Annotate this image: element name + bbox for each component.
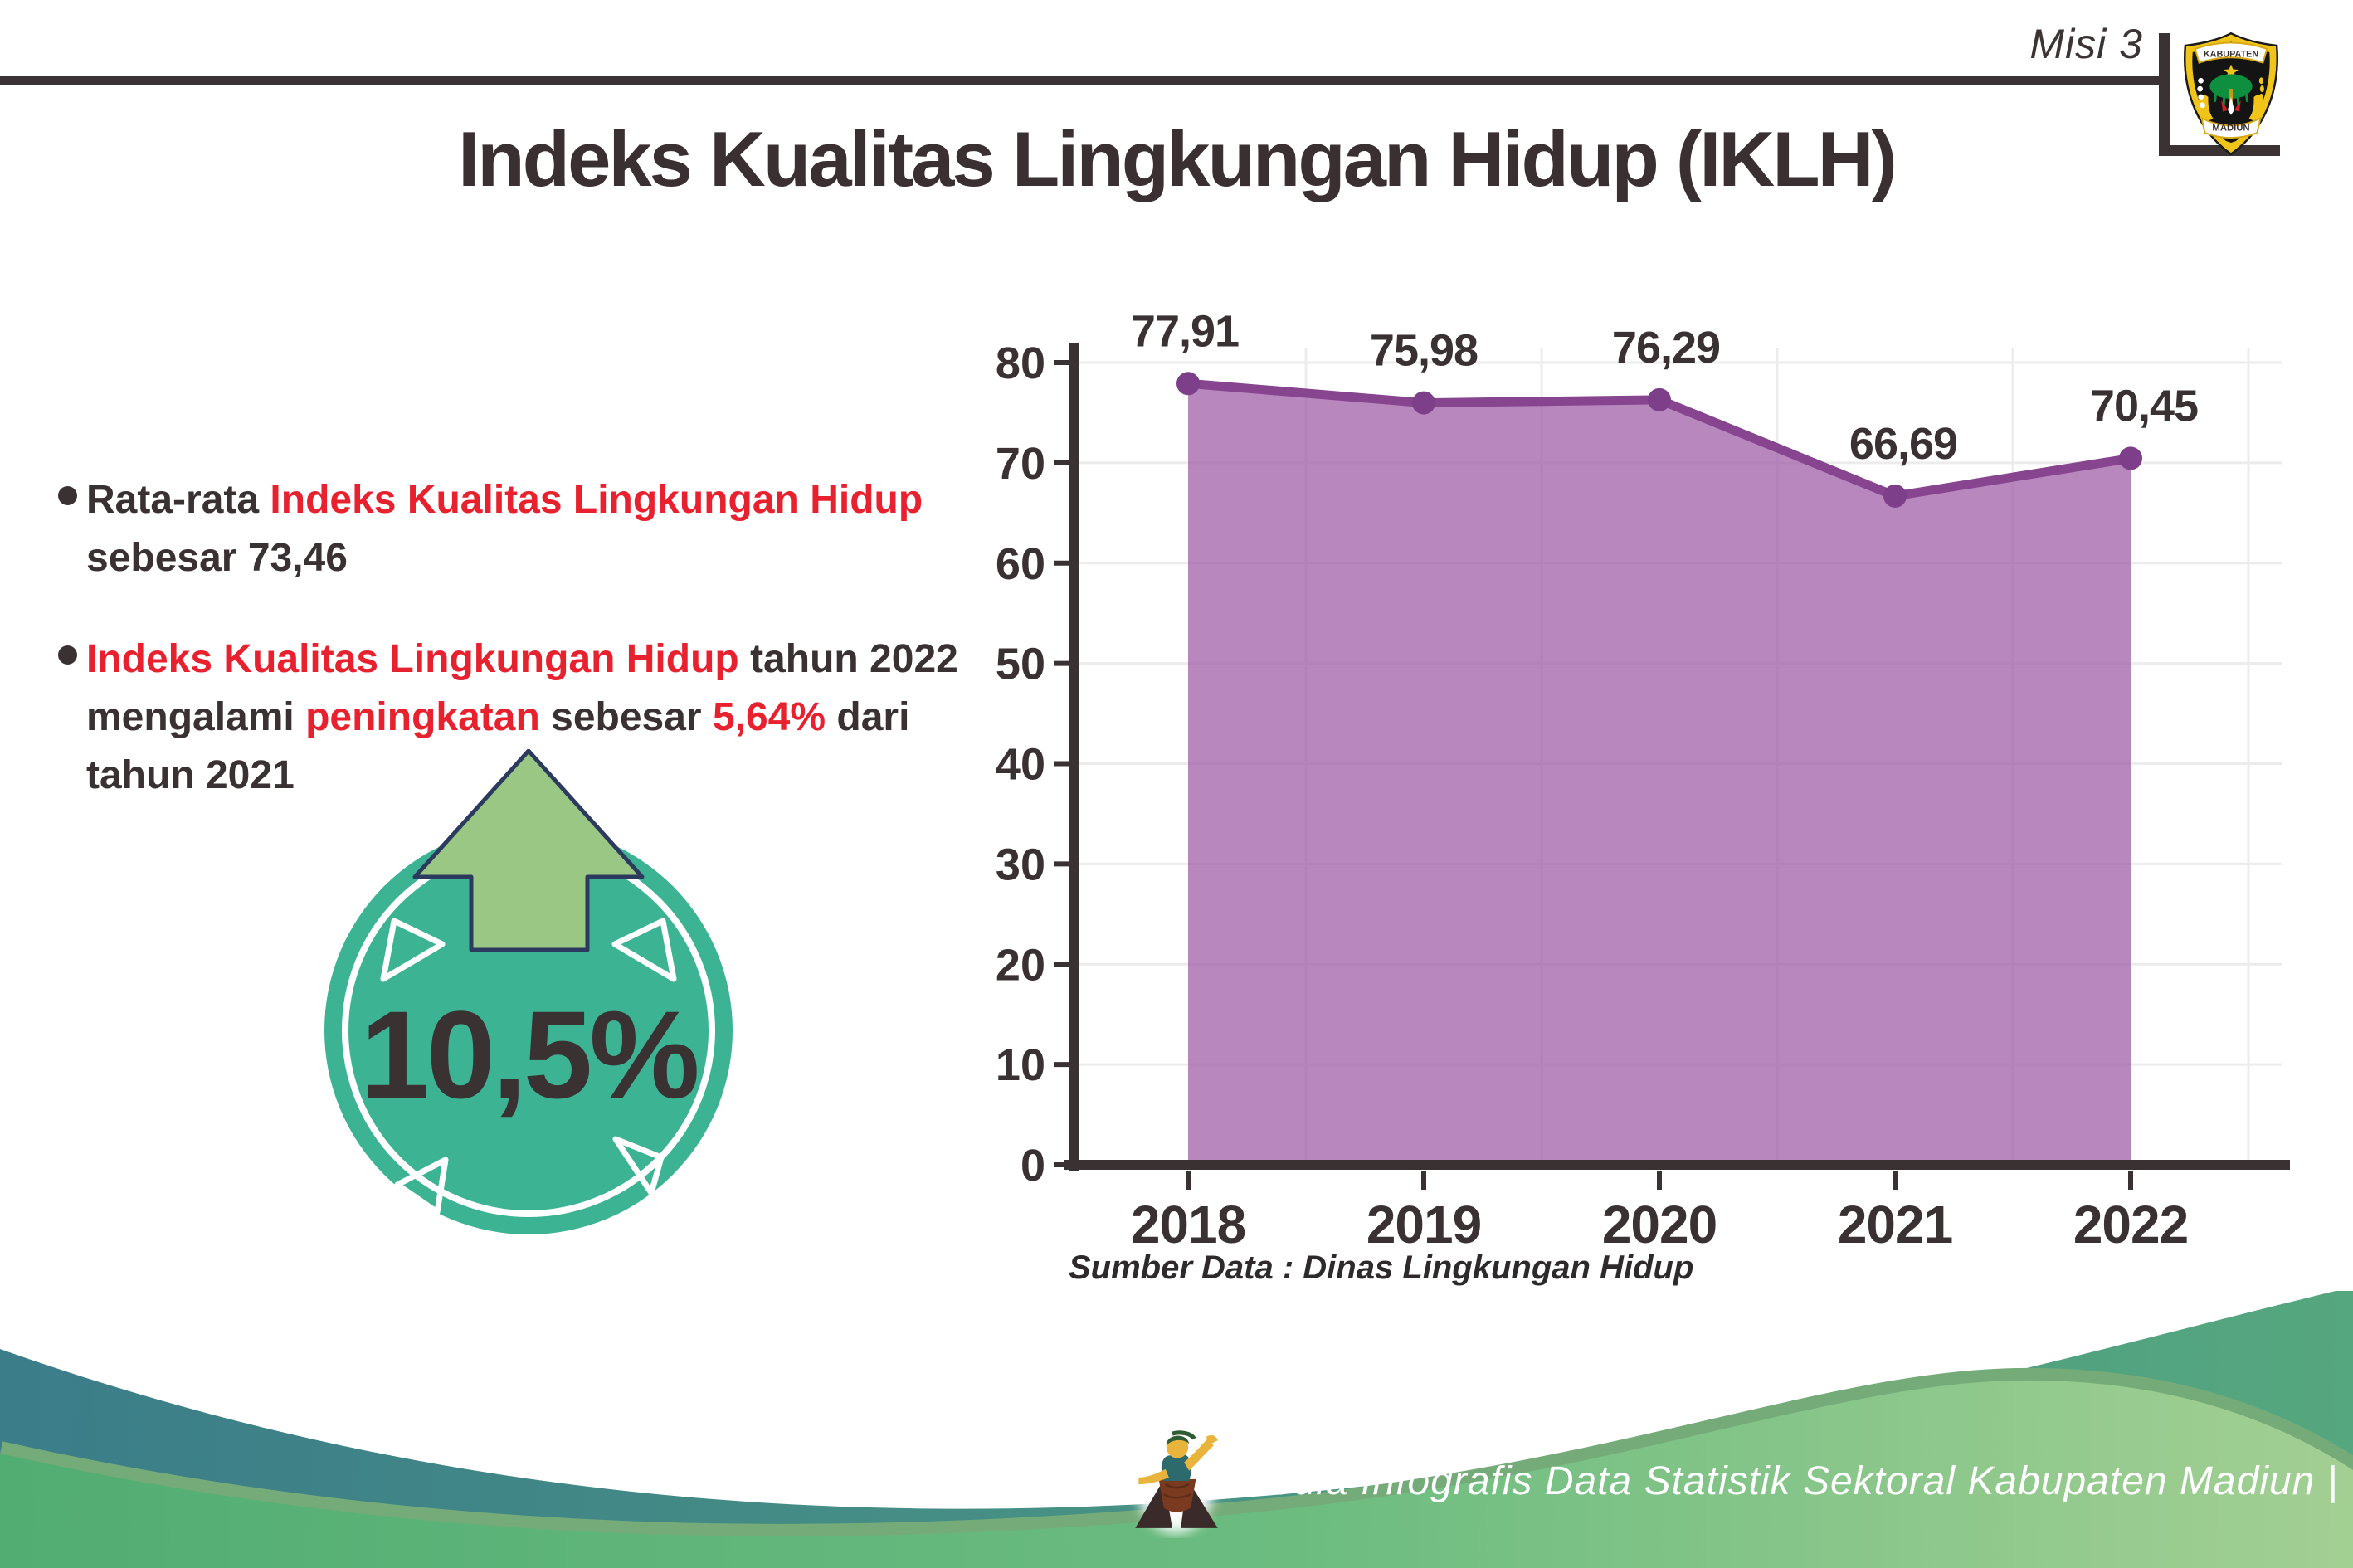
logo-tree: [2209, 74, 2253, 99]
y-tick-label: 50: [996, 640, 1045, 689]
mascot-icon: [1135, 1430, 1218, 1533]
logo-corner-bracket: [2159, 33, 2170, 156]
year-label: 2019: [1366, 1195, 1481, 1254]
data-point: [1883, 484, 1907, 508]
badge-sparkle-triangles: [380, 918, 677, 1215]
value-label: 66,69: [1849, 419, 1957, 469]
badge-circle: [324, 826, 733, 1234]
footer-credit: Media Infografis Data Statistik Sektoral…: [1236, 1459, 2339, 1503]
y-tick-label: 40: [996, 740, 1045, 790]
misi-label: Misi 3: [2029, 21, 2143, 67]
y-tick-label: 80: [996, 338, 1045, 388]
footer-wave-green: [0, 1380, 2353, 1568]
logo-bottom-ribbon: [2200, 116, 2262, 139]
area-fill: [1188, 383, 2131, 1165]
bullet-item: Indeks Kualitas Lingkungan Hidup tahun 2…: [58, 631, 1269, 805]
bullet-list: Rata-rata Indeks Kualitas Lingkungan Hid…: [58, 471, 1269, 848]
data-point: [1176, 372, 1200, 396]
value-label: 70,45: [2090, 381, 2198, 431]
y-tick-label: 0: [1021, 1141, 1045, 1191]
logo-top-banner-text: KABUPATEN: [2204, 50, 2258, 60]
bullet-text: dari: [826, 695, 910, 739]
logo-bottom-banner-text: MADIUN: [2212, 123, 2249, 133]
y-tick-label: 10: [996, 1040, 1045, 1090]
up-arrow-icon: [412, 749, 645, 952]
logo-left-wing: [2198, 95, 2214, 121]
bullet-text-highlight: peningkatan: [305, 695, 540, 739]
bullet-line: Indeks Kualitas Lingkungan Hidup tahun 2…: [86, 631, 958, 689]
bullet-dot: [58, 631, 86, 805]
logo-top-ribbon: [2194, 41, 2268, 64]
y-tick-label: 70: [996, 439, 1045, 489]
bullet-text: sebesar: [539, 695, 713, 739]
bullet-line: tahun 2021: [86, 747, 958, 805]
kabupaten-madiun-logo-icon: KABUPATEN MADIUN: [2184, 32, 2278, 156]
increase-badge: 10,5%: [324, 749, 733, 1234]
bullet-text: sebesar 73,46: [86, 536, 348, 580]
logo-corner-bracket-bottom: [2159, 145, 2280, 156]
source-note: Sumber Data : Dinas Lingkungan Hidup: [1069, 1249, 1694, 1286]
header-rule: [0, 76, 2160, 85]
bullet-text: Rata-rata: [86, 478, 270, 522]
data-point: [1412, 391, 1435, 415]
y-tick-label: 20: [996, 940, 1045, 990]
badge-value: 10,5%: [360, 985, 697, 1124]
page-title: Indeks Kualitas Lingkungan Hidup (IKLH): [458, 115, 1898, 202]
y-tick-label: 30: [996, 840, 1045, 889]
bullet-text-highlight: Indeks Kualitas Lingkungan Hidup: [86, 637, 739, 681]
year-label: 2021: [1838, 1195, 1952, 1254]
bullet-text-highlight: 5,64%: [712, 695, 826, 739]
value-label: 77,91: [1131, 306, 1239, 356]
data-point: [2119, 446, 2142, 470]
year-label: 2022: [2073, 1195, 2188, 1254]
year-label: 2018: [1131, 1195, 1245, 1254]
year-label: 2020: [1602, 1195, 1717, 1254]
value-label: 75,98: [1370, 326, 1478, 376]
y-tick-label: 60: [996, 539, 1045, 589]
footer-wave: [0, 1291, 2353, 1568]
bullet-line: Rata-rata Indeks Kualitas Lingkungan Hid…: [86, 471, 923, 529]
bullet-line: sebesar 73,46: [86, 529, 923, 587]
data-point: [1648, 387, 1671, 411]
logo-right-wing: [2248, 95, 2264, 121]
bullet-text: tahun 2021: [86, 753, 295, 797]
bullet-text: mengalami: [86, 695, 306, 739]
bullet-text-highlight: Indeks Kualitas Lingkungan Hidup: [270, 478, 923, 522]
bullet-item: Rata-rata Indeks Kualitas Lingkungan Hid…: [58, 471, 1269, 587]
bullet-line: mengalami peningkatan sebesar 5,64% dari: [86, 689, 958, 747]
bullet-dot: [58, 471, 86, 587]
value-label: 76,29: [1612, 323, 1720, 373]
bullet-text: tahun 2022: [738, 637, 958, 681]
iklh-area-chart: 0 10 20 30 40 50 60 70 80 2018 2019 2020 2021 2022 77,…: [996, 306, 2290, 1254]
